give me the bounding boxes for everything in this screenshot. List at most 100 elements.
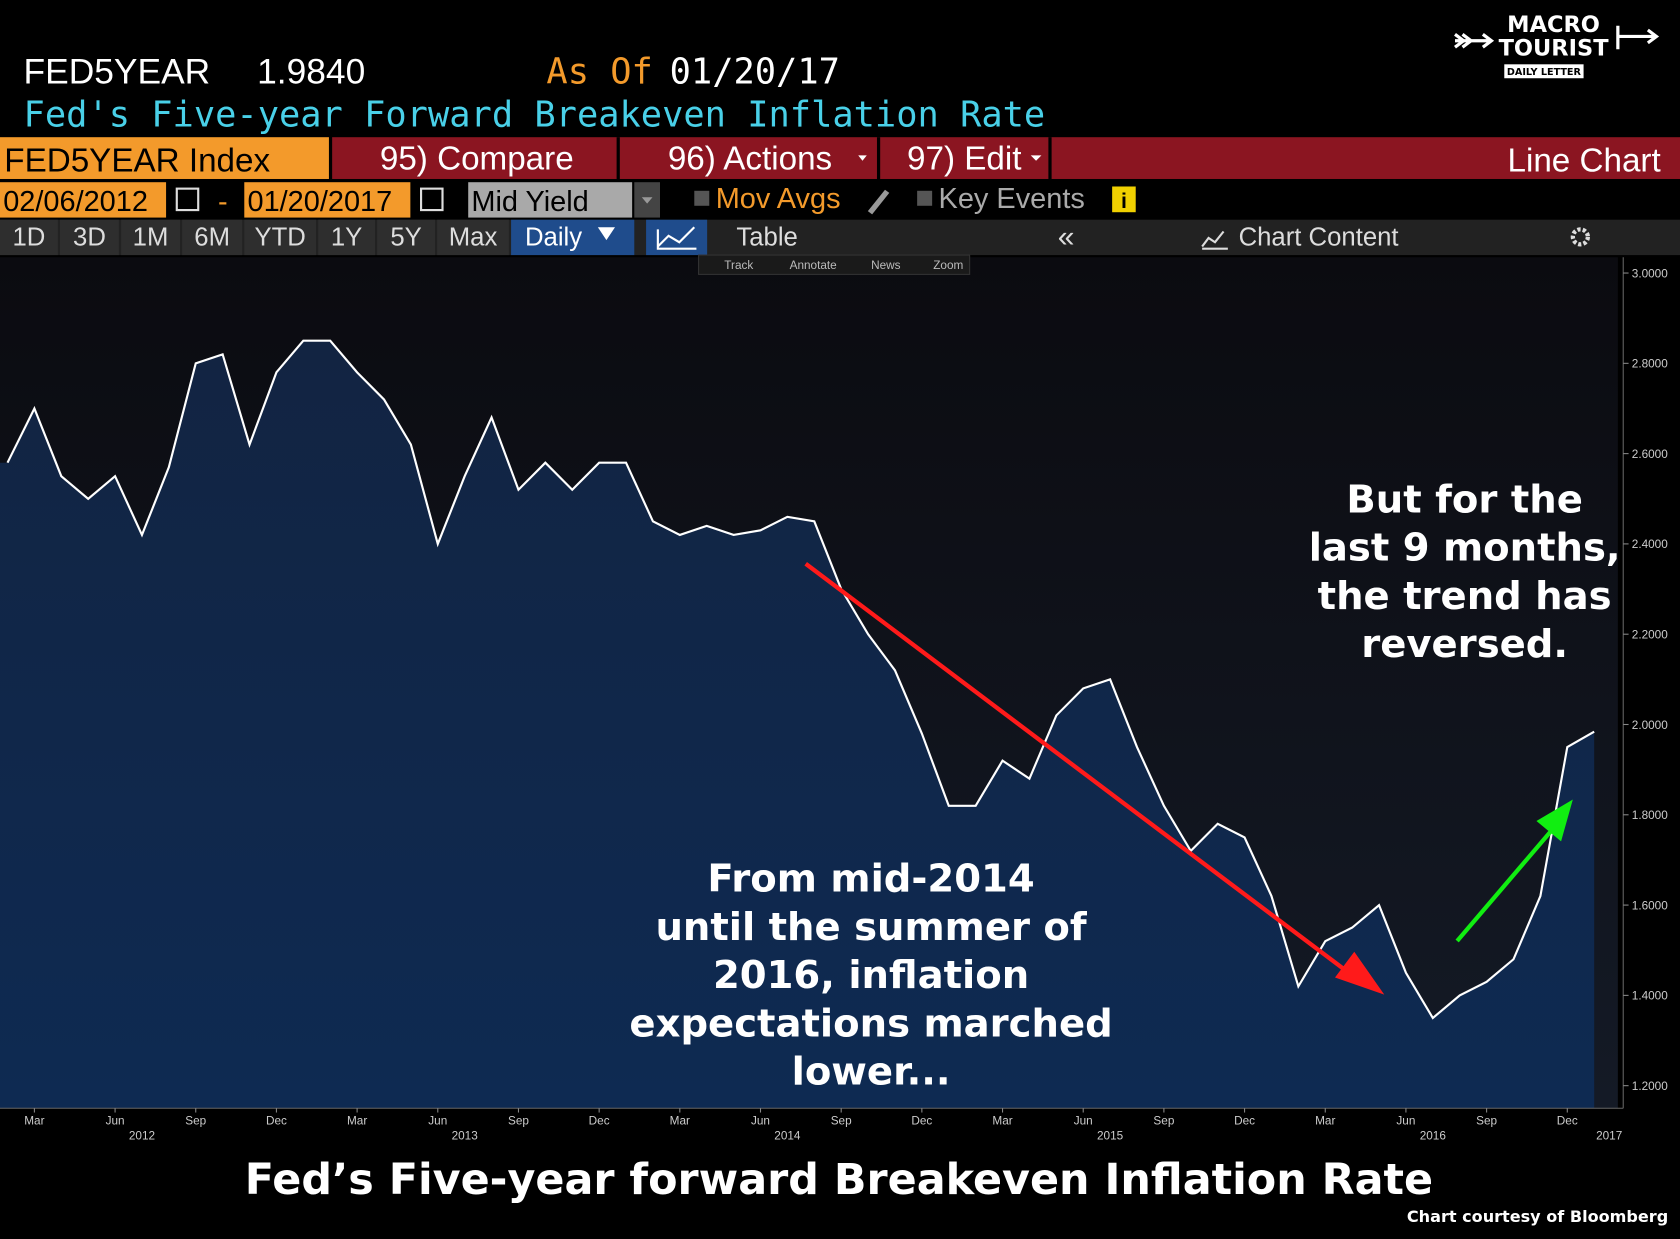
y-tick-label: 2.2000 bbox=[1632, 628, 1668, 641]
x-tick-label: Sep bbox=[508, 1114, 529, 1127]
x-tick-label: Jun bbox=[1074, 1114, 1093, 1127]
compare-button[interactable]: 95) Compare bbox=[380, 140, 574, 177]
year-label: 2014 bbox=[774, 1129, 801, 1142]
calendar-icon[interactable] bbox=[175, 187, 200, 212]
tool-label[interactable]: Annotate bbox=[790, 259, 838, 272]
y-tick-label: 2.6000 bbox=[1632, 448, 1668, 461]
content-icon bbox=[1201, 230, 1228, 250]
x-tick-label: Sep bbox=[185, 1114, 206, 1127]
source: Chart courtesy of Bloomberg bbox=[1407, 1207, 1668, 1226]
as-of-label: As Of bbox=[546, 52, 652, 93]
dropdown-icon bbox=[858, 155, 867, 161]
logo: MACRO TOURIST DAILY LETTER bbox=[1454, 12, 1660, 79]
x-tick-label: Dec bbox=[1234, 1114, 1255, 1127]
plot: 1.2000 1.4000 1.6000 1.8000 2.0000 2.2000 2.40… bbox=[0, 257, 1668, 1142]
year-label: 2016 bbox=[1420, 1129, 1447, 1142]
actions-button[interactable]: 96) Actions bbox=[668, 140, 832, 177]
start-date-box[interactable] bbox=[0, 182, 167, 218]
area-fill bbox=[0, 340, 1595, 1109]
range-label: 1Y bbox=[331, 223, 362, 251]
chart-view-button[interactable] bbox=[646, 219, 708, 256]
checkbox[interactable] bbox=[694, 190, 710, 206]
tool-label[interactable]: News bbox=[871, 259, 901, 272]
menu-bar bbox=[332, 137, 1680, 179]
range-label: YTD bbox=[254, 223, 305, 251]
field-box[interactable] bbox=[468, 182, 633, 218]
range-label: 6M bbox=[194, 223, 230, 251]
key-events: Key Events bbox=[939, 183, 1085, 215]
tool-label[interactable]: Track bbox=[724, 259, 753, 272]
edit-button[interactable]: 97) Edit bbox=[907, 140, 1021, 177]
end-date: 01/20/2017 bbox=[248, 186, 393, 218]
date-separator: - bbox=[218, 186, 228, 218]
settings-icon[interactable] bbox=[1570, 227, 1590, 247]
annotation-line: lower... bbox=[792, 1050, 951, 1095]
x-tick-label: Mar bbox=[24, 1114, 44, 1127]
last-price: 1.9840 bbox=[257, 53, 365, 92]
range-button[interactable] bbox=[121, 219, 180, 256]
tool-label[interactable]: Zoom bbox=[933, 259, 963, 272]
logo-line3: DAILY LETTER bbox=[1507, 67, 1582, 78]
collapse-icon[interactable]: « bbox=[1058, 221, 1075, 254]
green-arrow-shaft bbox=[1455, 829, 1554, 943]
x-tick-label: Dec bbox=[1557, 1114, 1578, 1127]
chart-icon bbox=[656, 226, 697, 250]
header-mono: As Of 01/20/17 Fed's Five-year Forward B… bbox=[24, 52, 1046, 136]
annotation-line: From mid-2014 bbox=[707, 857, 1034, 902]
dropdown-icon bbox=[1030, 155, 1042, 161]
x-tick-label: Dec bbox=[911, 1114, 932, 1127]
x-tick-label: Jun bbox=[751, 1114, 770, 1127]
x-tick-label: Dec bbox=[589, 1114, 610, 1127]
range-button[interactable] bbox=[244, 219, 317, 256]
logo-line1: MACRO bbox=[1507, 12, 1600, 38]
x-tick-label: Sep bbox=[1153, 1114, 1174, 1127]
header: FED5YEAR 1.9840 bbox=[24, 53, 366, 92]
green-arrowhead bbox=[1536, 799, 1573, 842]
y-tick-label: 2.8000 bbox=[1632, 358, 1668, 371]
x-tick-label: Mar bbox=[670, 1114, 690, 1127]
x-tick-label: Jun bbox=[106, 1114, 125, 1127]
annotation-line: the trend has bbox=[1318, 574, 1612, 619]
range-button[interactable] bbox=[182, 219, 243, 256]
range-button[interactable] bbox=[377, 219, 435, 256]
chart-kind: Line Chart bbox=[1507, 142, 1660, 179]
checkbox[interactable] bbox=[917, 190, 933, 206]
chart-content-button[interactable]: Chart Content bbox=[1239, 223, 1399, 251]
annotation-line: 2016, inflation bbox=[713, 953, 1029, 998]
dropdown-icon bbox=[597, 227, 615, 241]
logo-arrow-left bbox=[1454, 33, 1495, 49]
range-label: 1D bbox=[13, 223, 46, 251]
range-button[interactable] bbox=[318, 219, 375, 256]
end-date-box[interactable] bbox=[244, 182, 411, 218]
y-tick-label: 1.4000 bbox=[1632, 990, 1668, 1003]
period-button[interactable] bbox=[511, 219, 635, 256]
x-tick-label: Jun bbox=[428, 1114, 447, 1127]
range-button[interactable] bbox=[0, 219, 58, 256]
logo-arrow-right bbox=[1616, 25, 1660, 50]
calendar-icon[interactable] bbox=[420, 187, 444, 212]
y-tick-label: 1.6000 bbox=[1632, 899, 1668, 912]
range-label: 3D bbox=[73, 223, 106, 251]
x-tick-label: Mar bbox=[347, 1114, 367, 1127]
pencil-icon[interactable] bbox=[867, 189, 890, 215]
range-button[interactable] bbox=[60, 219, 119, 256]
table-button[interactable]: Table bbox=[736, 223, 797, 251]
toolbar-row1: FED5YEAR Index 95) Compare 96) Actions 9… bbox=[0, 137, 1680, 179]
info-icon[interactable] bbox=[1112, 186, 1136, 213]
year-label: 2013 bbox=[452, 1129, 479, 1142]
y-tick-label: 2.4000 bbox=[1632, 538, 1668, 551]
range-label: 5Y bbox=[390, 223, 421, 251]
y-tick-label: 1.2000 bbox=[1632, 1080, 1668, 1093]
toolbar-row3: Table « Chart Content 1D 3D 1M 6M YTD 1Y 5Y Max… bbox=[0, 219, 1680, 256]
range-button[interactable] bbox=[437, 219, 509, 256]
range-label: Max bbox=[449, 223, 498, 251]
x-tick-label: Sep bbox=[1476, 1114, 1497, 1127]
arrows bbox=[804, 562, 1573, 995]
annotation-line: until the summer of bbox=[655, 905, 1087, 950]
x-tick-label: Sep bbox=[831, 1114, 852, 1127]
security-box[interactable] bbox=[0, 137, 329, 179]
caption: Fed’s Five-year forward Breakeven Inflat… bbox=[245, 1155, 1433, 1205]
x-tick-label: Mar bbox=[1315, 1114, 1335, 1127]
dropdown-icon bbox=[641, 197, 653, 204]
